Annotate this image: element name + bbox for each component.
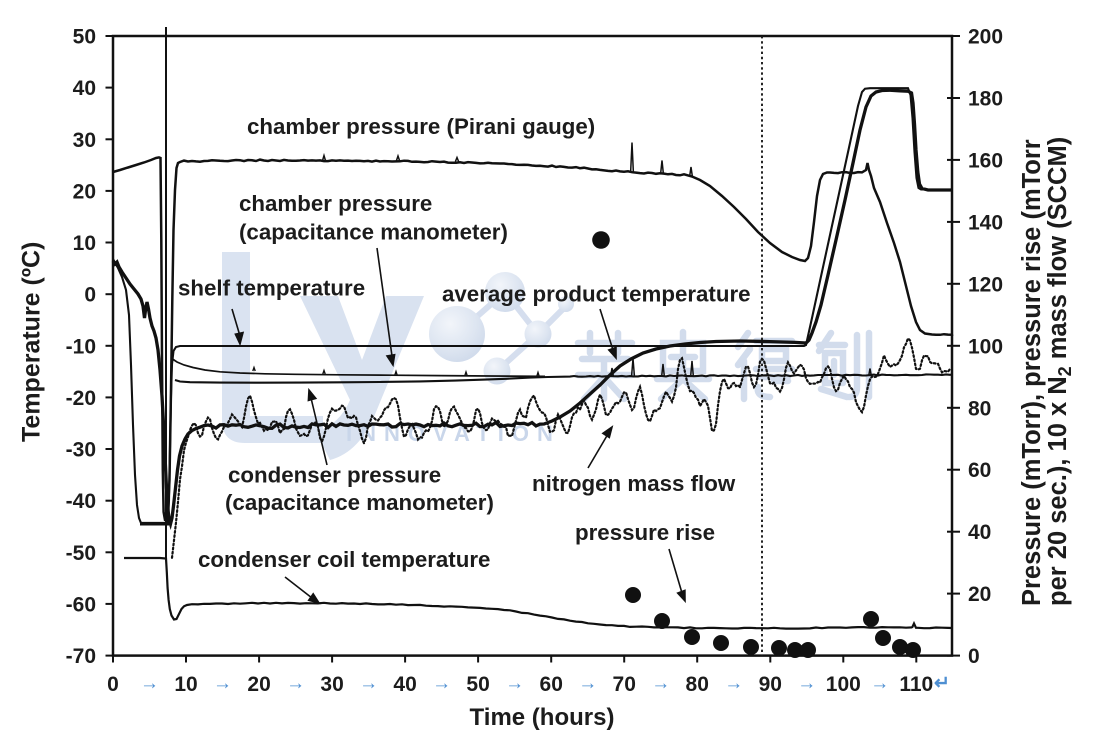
svg-text:→: → [578, 673, 597, 694]
svg-text:120: 120 [968, 273, 1003, 296]
svg-text:40: 40 [968, 521, 991, 544]
svg-text:30: 30 [320, 673, 343, 696]
svg-text:→: → [870, 673, 889, 694]
svg-text:nitrogen mass flow: nitrogen mass flow [532, 471, 736, 496]
svg-text:10: 10 [73, 232, 96, 255]
svg-text:0: 0 [107, 673, 119, 696]
svg-text:Pressure (mTorr), pressure ris: Pressure (mTorr), pressure rise (mTorr [1018, 139, 1046, 606]
svg-text:-30: -30 [66, 439, 96, 462]
svg-text:→: → [432, 673, 451, 694]
svg-text:Temperature (ºC): Temperature (ºC) [18, 242, 46, 442]
svg-text:0: 0 [84, 284, 96, 307]
svg-text:180: 180 [968, 88, 1003, 111]
svg-text:(capacitance manometer): (capacitance manometer) [239, 220, 508, 245]
svg-text:20: 20 [73, 180, 96, 203]
svg-text:→: → [140, 673, 159, 694]
svg-text:30: 30 [73, 129, 96, 152]
svg-text:→: → [286, 673, 305, 694]
svg-text:60: 60 [968, 459, 991, 482]
svg-text:→: → [797, 673, 816, 694]
svg-text:160: 160 [968, 149, 1003, 172]
svg-text:condenser coil temperature: condenser coil temperature [198, 547, 490, 572]
svg-text:40: 40 [393, 673, 416, 696]
svg-text:50: 50 [73, 26, 96, 49]
svg-text:→: → [505, 673, 524, 694]
svg-text:condenser pressure: condenser pressure [228, 463, 441, 488]
svg-text:50: 50 [466, 673, 489, 696]
svg-text:-40: -40 [66, 490, 96, 513]
svg-text:110: 110 [899, 673, 933, 696]
svg-text:(capacitance manometer): (capacitance manometer) [225, 490, 494, 515]
svg-text:100: 100 [826, 673, 861, 696]
svg-text:10: 10 [174, 673, 197, 696]
svg-text:average product temperature: average product temperature [442, 282, 751, 307]
svg-text:↵: ↵ [934, 673, 950, 694]
svg-text:-70: -70 [66, 645, 96, 668]
svg-text:-50: -50 [66, 542, 96, 565]
svg-text:80: 80 [686, 673, 709, 696]
svg-text:Time (hours): Time (hours) [470, 704, 615, 731]
svg-text:200: 200 [968, 26, 1003, 49]
svg-text:80: 80 [968, 397, 991, 420]
svg-text:pressure rise: pressure rise [575, 520, 715, 545]
svg-text:90: 90 [759, 673, 782, 696]
svg-text:→: → [359, 673, 378, 694]
svg-text:-60: -60 [66, 593, 96, 616]
svg-text:100: 100 [968, 335, 1003, 358]
svg-text:→: → [213, 673, 232, 694]
svg-text:-20: -20 [66, 387, 96, 410]
svg-text:40: 40 [73, 77, 96, 100]
svg-text:0: 0 [968, 645, 980, 668]
svg-text:→: → [724, 673, 743, 694]
svg-text:chamber pressure: chamber pressure [239, 191, 432, 216]
svg-text:20: 20 [968, 583, 991, 606]
svg-text:60: 60 [540, 673, 563, 696]
svg-text:70: 70 [613, 673, 636, 696]
svg-text:-10: -10 [66, 335, 96, 358]
svg-text:20: 20 [247, 673, 270, 696]
svg-text:shelf temperature: shelf temperature [178, 276, 365, 301]
svg-text:→: → [651, 673, 670, 694]
svg-text:chamber pressure (Pirani gauge: chamber pressure (Pirani gauge) [247, 114, 595, 139]
svg-text:140: 140 [968, 211, 1003, 234]
